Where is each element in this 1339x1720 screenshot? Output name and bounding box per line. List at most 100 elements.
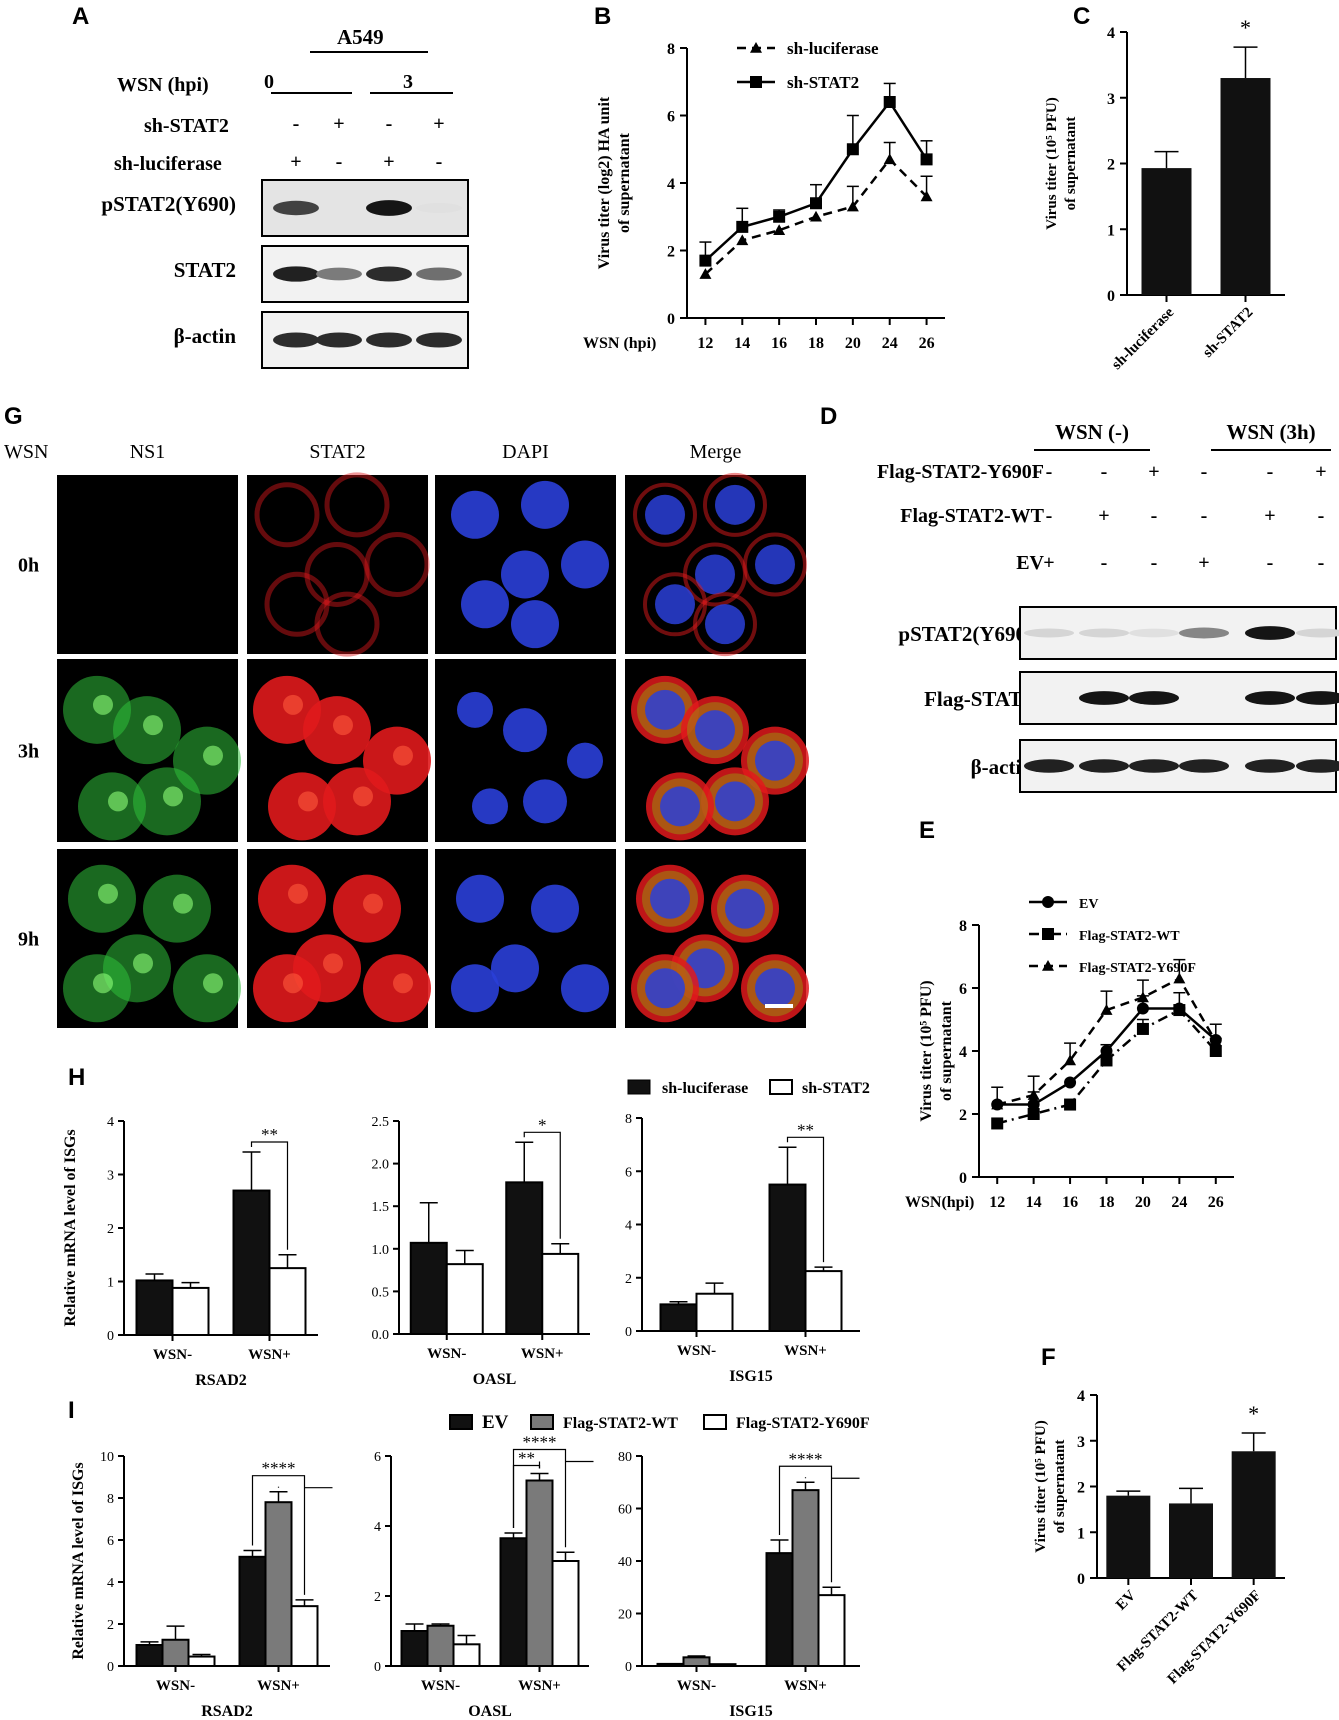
blot-band [1296,759,1339,773]
blot-band [1024,759,1074,773]
data-point [1042,896,1054,908]
x-tick-label: WSN+ [784,1678,827,1694]
blot-band [1079,628,1129,638]
y-tick-label: 0.5 [372,1285,390,1300]
panel-label-h: H [68,1064,85,1091]
micrograph-merge-3h [625,659,809,842]
legend-swatch [627,1079,651,1095]
speckle [163,786,183,807]
y-tick-label: 40 [618,1555,632,1570]
subplot-RSAD2: 0 2 4 6 8 10 WSN- WSN+RSAD2 **** [100,1450,333,1720]
nucleus [503,708,547,753]
speckle [93,694,113,715]
nucleus [511,600,559,649]
y-tick-label: 4 [959,1044,967,1061]
x-tick-label: 14 [734,335,750,352]
panel-a-sh-luciferase-sign: + [383,151,394,173]
panel-d-sign: + [1043,552,1054,574]
panel-d-sign: - [1267,552,1274,574]
legend-label: Flag-STAT2-WT [1079,929,1180,944]
panel-d-blot-2 [1019,739,1339,793]
panel-d-sign: - [1101,461,1108,483]
data-point [991,1117,1004,1130]
nucleus [650,878,690,919]
gene-label: ISG15 [729,1703,773,1720]
y-tick-label: 10 [100,1450,114,1465]
bar [817,1594,846,1667]
cell-outline [743,532,807,597]
y-tick-label: 4 [1077,1388,1085,1405]
bar [1106,1495,1151,1578]
blot-band [1024,628,1074,638]
nucleus [456,874,504,923]
data-point [750,76,762,88]
blot-band [316,267,362,281]
panel-d-sign: + [1198,552,1209,574]
cell-outline [254,482,320,548]
data-point [1173,1004,1186,1017]
y-tick-label: 2.0 [372,1158,390,1173]
speckle [173,893,193,914]
blot-band [273,332,319,348]
data-point [1042,960,1054,971]
bar [290,1605,319,1668]
series-Flag-STAT2-Y690F [991,958,1222,1110]
data-point [846,143,859,156]
speckle [143,715,163,736]
nucleus [695,554,735,595]
nucleus [461,580,509,629]
blot-band [416,332,462,348]
bar [551,1560,580,1667]
micrograph-stat2-9h [247,849,431,1028]
legend-label: EV [482,1412,509,1433]
bar [409,1241,448,1336]
blot-band [1129,759,1179,773]
significance-stars: * [538,1115,547,1134]
legend-label: EV [1079,897,1098,912]
bar [268,1267,307,1336]
data-point [991,1098,1004,1110]
y-axis-label: Relative mRNA level of ISGs [70,1462,87,1659]
significance-bracket [778,1465,833,1583]
y-tick-label: 0.0 [372,1328,390,1343]
x-tick-label: WSN+ [521,1346,564,1362]
bar [656,1662,685,1668]
bar [264,1501,293,1667]
bar [659,1303,698,1332]
nucleus [755,740,795,781]
micrograph-stat2-0h [247,472,430,657]
panel-g-row-9h: 9h [18,929,39,951]
panel-a-cell-line: A549 [337,25,384,49]
x-tick-label: 26 [919,335,935,352]
x-tick-label: WSN+ [248,1347,291,1363]
panel-d-sign: + [1264,505,1275,527]
panel-label-g: G [4,403,23,430]
x-tick-label: WSN- [153,1347,192,1363]
nucleus [531,884,579,933]
y-tick-label: 80 [618,1450,632,1465]
data-point [810,197,822,210]
speckle [93,973,113,994]
nucleus [451,964,499,1013]
panel-g-corner-label: WSN [4,441,48,463]
micrograph-background [247,475,428,654]
data-point [846,200,859,212]
y-tick-label: 0 [667,311,675,328]
data-point [883,153,896,165]
blot-band [1296,691,1339,705]
data-point [1042,928,1054,940]
series-line [704,99,928,262]
micrograph-background [57,475,238,654]
y-tick-label: 0 [625,1325,632,1340]
blot-band [1245,759,1295,773]
panel-a-sh-stat2-sign: + [333,113,344,135]
panel-d-group-label-1: WSN (3h) [1226,420,1315,444]
x-tick-label: WSN- [156,1678,195,1694]
nucleus [755,968,795,1009]
speckle [363,893,383,914]
data-point [1027,1108,1040,1120]
panel-a-sh-luciferase-label: sh-luciferase [114,153,222,175]
panel-d-sign: + [1315,461,1326,483]
